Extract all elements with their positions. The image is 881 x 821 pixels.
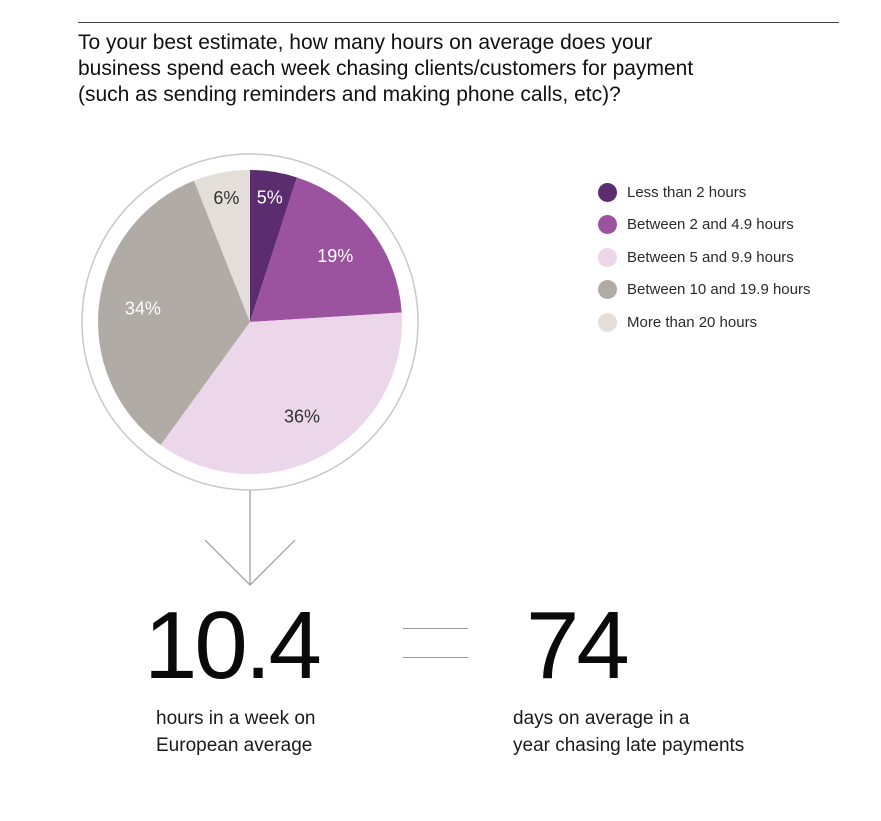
hours-per-week-caption: hours in a week on European average <box>156 705 316 759</box>
caption-line: European average <box>156 732 316 759</box>
legend-label: Less than 2 hours <box>627 184 746 201</box>
pie-slices <box>98 170 402 474</box>
legend-label: More than 20 hours <box>627 314 757 331</box>
chart-legend: Less than 2 hours Between 2 and 4.9 hour… <box>598 176 810 339</box>
legend-label: Between 2 and 4.9 hours <box>627 216 794 233</box>
legend-swatch <box>598 313 617 332</box>
legend-item: Between 2 and 4.9 hours <box>598 209 810 242</box>
legend-item: Less than 2 hours <box>598 176 810 209</box>
caption-line: days on average in a <box>513 705 744 732</box>
hours-per-week-value: 10.4 <box>144 598 319 694</box>
legend-label: Between 5 and 9.9 hours <box>627 249 794 266</box>
legend-item: Between 5 and 9.9 hours <box>598 241 810 274</box>
legend-swatch <box>598 280 617 299</box>
legend-item: More than 20 hours <box>598 306 810 339</box>
equals-sign-bottom-bar <box>403 657 468 658</box>
legend-label: Between 10 and 19.9 hours <box>627 281 810 298</box>
legend-item: Between 10 and 19.9 hours <box>598 274 810 307</box>
legend-swatch <box>598 183 617 202</box>
caption-line: hours in a week on <box>156 705 316 732</box>
legend-swatch <box>598 215 617 234</box>
days-per-year-value: 74 <box>526 598 627 694</box>
pie-slice-label: 19% <box>317 246 353 266</box>
days-per-year-caption: days on average in a year chasing late p… <box>513 705 744 759</box>
pie-slice-label: 5% <box>257 187 283 207</box>
pie-slice-label: 34% <box>125 299 161 319</box>
pie-slice-label: 36% <box>284 407 320 427</box>
pie-slice-label: 6% <box>213 188 239 208</box>
legend-swatch <box>598 248 617 267</box>
caption-line: year chasing late payments <box>513 732 744 759</box>
equals-sign-top-bar <box>403 628 468 629</box>
